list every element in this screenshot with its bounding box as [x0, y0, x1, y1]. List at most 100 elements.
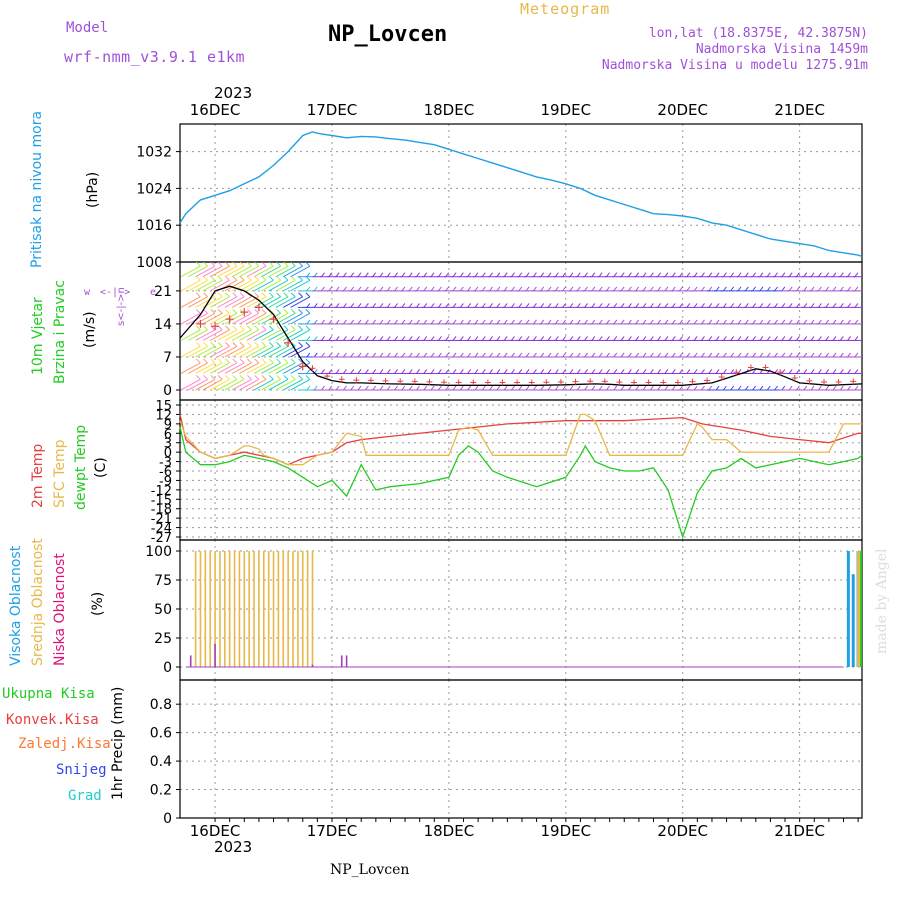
wind-barb — [268, 279, 289, 292]
wind-barb-flag — [533, 336, 537, 341]
wind-barb-flag — [693, 385, 698, 391]
cloud-bar — [267, 551, 270, 667]
wind-barb-flag — [861, 372, 862, 374]
wind-barb-flag — [394, 385, 398, 391]
top-day-label: 21DEC — [774, 101, 825, 119]
wind-barb-flag — [423, 336, 428, 341]
wind-barb-flag — [268, 309, 274, 314]
wind-gust-marker — [411, 378, 418, 385]
y-tick-label: 1008 — [136, 255, 172, 271]
wind-barb-flag — [313, 336, 318, 341]
wind-barb-flag — [357, 272, 362, 278]
wind-barb-flag — [261, 292, 267, 298]
wind-barb-flag — [261, 309, 267, 314]
wind-barb-flag — [489, 352, 493, 358]
model-altitude-label: Nadmorska Visina u modelu 1275.91m — [601, 58, 868, 73]
wind-barb-flag — [752, 272, 757, 278]
wind-barb-flag — [232, 358, 238, 364]
wind-barb-flag — [305, 325, 311, 331]
wind-barb-flag — [306, 385, 311, 391]
y-tick-label: 0 — [163, 660, 172, 676]
wind-barb-flag — [788, 352, 793, 358]
wind-barb-flag — [496, 319, 501, 325]
wind-barb-flag — [533, 303, 537, 308]
wind-barb-flag — [766, 272, 771, 278]
wind-barb-flag — [671, 286, 676, 292]
wind-barb-flag — [357, 319, 362, 325]
wind-barb-flag — [774, 272, 778, 278]
wind-barb-flag — [715, 272, 720, 278]
wind-barb-flag — [467, 286, 472, 292]
cloud-bar — [233, 551, 236, 667]
wind-barb-flag — [203, 342, 208, 347]
wind-barb-flag — [518, 369, 523, 374]
wind-barb-flag — [511, 319, 515, 325]
wind-barb-flag — [810, 286, 815, 292]
wind-barb-flag — [445, 385, 450, 391]
wind-barb-flag — [722, 303, 727, 308]
wind-barb-flag — [195, 358, 201, 364]
wind-barb-flag — [503, 319, 508, 325]
wind-gust-marker — [835, 379, 842, 386]
wind-barb-flag — [401, 385, 406, 391]
wind-barb-flag — [533, 369, 537, 374]
wind-barb-flag — [430, 385, 435, 391]
cloud-bar — [857, 551, 861, 667]
wind-barb-flag — [386, 385, 391, 391]
wind-barb-flag — [759, 319, 764, 325]
wind-barb-flag — [547, 272, 552, 278]
wind-barb-flag — [459, 385, 464, 391]
wind-barb-flag — [276, 292, 282, 298]
wind-barb-flag — [540, 272, 545, 278]
wind-barb-flag — [481, 385, 486, 391]
wind-barb-flag — [613, 319, 618, 325]
wind-barb-flag — [766, 286, 771, 292]
wind-barb — [217, 379, 238, 391]
wind-barb-flag — [752, 319, 757, 325]
wind-barb-flag — [708, 319, 713, 325]
wind-barb-flag — [708, 336, 713, 341]
wind-barb-flag — [459, 303, 464, 308]
wind-barb — [268, 379, 289, 391]
wind-barb-flag — [679, 272, 683, 278]
wind-barb — [275, 279, 296, 292]
wind-barb-flag — [445, 272, 450, 278]
wind-barb-flag — [350, 286, 355, 292]
wind-barb — [253, 345, 274, 358]
wind-barb-flag — [364, 352, 369, 358]
wind-barb-flag — [554, 286, 559, 292]
wind-barb-flag — [298, 325, 303, 331]
wind-barb-flag — [217, 358, 223, 364]
wind-barb-flag — [554, 352, 559, 358]
wind-barb-flag — [321, 352, 325, 358]
wind-barb-flag — [225, 358, 230, 364]
wind-gust-marker — [791, 375, 798, 382]
wind-barb-flag — [715, 319, 720, 325]
wind-barb-flag — [489, 336, 493, 341]
wind-barb-flag — [628, 319, 632, 325]
wind-barb-flag — [657, 336, 662, 341]
panel-frame — [179, 539, 863, 681]
wind-barb-flag — [321, 286, 325, 292]
wind-barb-flag — [744, 352, 749, 358]
wind-barb-flag — [598, 319, 603, 325]
wind-barb — [188, 312, 208, 325]
wind-barb-flag — [693, 369, 698, 374]
wind-barb-flag — [467, 336, 472, 341]
wind-barb-flag — [401, 352, 406, 358]
wind-barb-flag — [598, 336, 603, 341]
cloud-bar — [858, 551, 862, 667]
wind-barb — [209, 379, 230, 391]
wind-barb-flag — [489, 369, 493, 374]
wind-gust-marker — [324, 373, 331, 380]
wind-barb — [202, 379, 223, 391]
wind-barb-flag — [540, 336, 545, 341]
cloud-bar — [262, 551, 265, 667]
wind-barb-flag — [628, 369, 632, 374]
wind-barb-flag — [203, 325, 208, 331]
wind-barb-flag — [321, 272, 325, 278]
wind-barb-flag — [598, 385, 603, 391]
wind-barb-flag — [313, 352, 318, 358]
wind-barb-flag — [379, 336, 384, 341]
